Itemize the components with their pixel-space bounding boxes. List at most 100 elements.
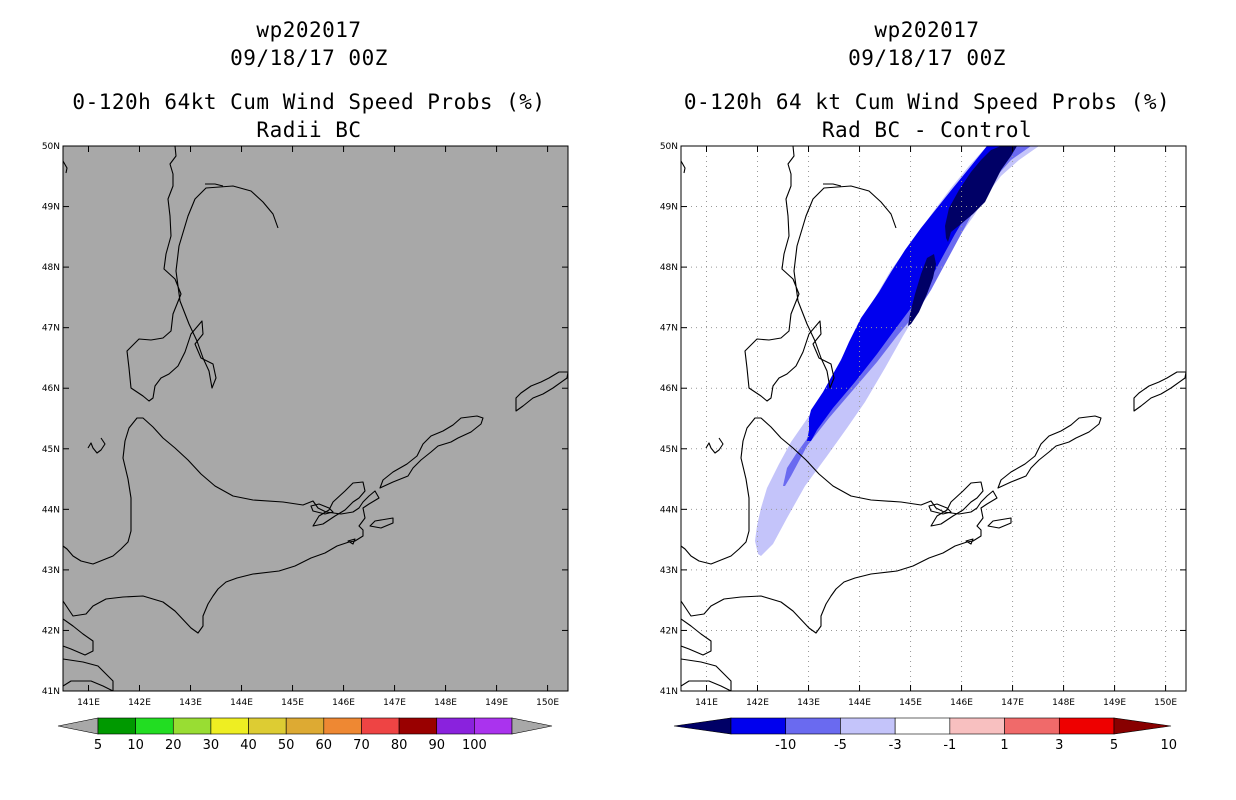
colorbar-label: -5 (834, 738, 847, 753)
lat-label: 48N (42, 263, 60, 273)
colorbar-segment (1058, 717, 1115, 735)
left-storm-id: wp202017 (256, 18, 362, 42)
coastline (744, 146, 897, 402)
lon-label: 146E (950, 698, 973, 708)
colorbar-segment (398, 717, 438, 735)
lat-label: 42N (660, 626, 678, 636)
coastline (965, 538, 974, 545)
lat-label: 46N (660, 384, 678, 394)
colorbar-label: -3 (889, 738, 902, 753)
lat-label: 42N (42, 626, 60, 636)
coastline (997, 415, 1102, 489)
colorbar-segment (135, 717, 174, 735)
colorbar-segment (285, 717, 325, 735)
lon-label: 149E (485, 698, 508, 708)
colorbar-label: 1 (1000, 738, 1008, 753)
colorbar-segment (730, 717, 787, 735)
lat-label: 45N (42, 445, 60, 455)
coastline (930, 481, 984, 527)
probability-difference-contour (908, 254, 936, 326)
right-map-layers (681, 146, 1186, 691)
lon-label: 149E (1103, 698, 1126, 708)
coastline (928, 503, 952, 515)
lon-label: 144E (848, 698, 871, 708)
lon-label: 145E (281, 698, 304, 708)
coastline (823, 183, 842, 187)
colorbar-label: 30 (203, 738, 220, 753)
lon-label: 142E (128, 698, 151, 708)
lat-label: 41N (42, 687, 60, 697)
lat-label: 50N (42, 142, 60, 152)
right-title: 0-120h 64 kt Cum Wind Speed Probs (%) (683, 90, 1171, 114)
right-map: 141E 142E 143E 144E 145E 146E 147E 148E 149E 150E… (660, 142, 1187, 753)
colorbar-label: 70 (353, 738, 370, 753)
colorbar-segment (361, 717, 400, 735)
colorbar-label: -1 (943, 738, 956, 753)
coastline (681, 160, 686, 174)
colorbar-label: 20 (165, 738, 182, 753)
colorbar-label: 40 (240, 738, 257, 753)
colorbar-right-arrow (1113, 717, 1172, 735)
lon-label: 143E (797, 698, 820, 708)
lat-label: 44N (42, 505, 60, 515)
colorbar-label: 100 (462, 738, 487, 753)
probability-difference-contour (807, 146, 1017, 441)
lon-label: 150E (1154, 698, 1177, 708)
colorbar-left-arrow (57, 717, 99, 735)
coastline (681, 618, 712, 656)
colorbar-label: 50 (278, 738, 295, 753)
lat-label: 43N (42, 566, 60, 576)
lon-label: 146E (332, 698, 355, 708)
colorbar-label: 5 (94, 738, 102, 753)
coastline (312, 481, 366, 527)
probability-difference-contour (945, 146, 1017, 242)
left-map-layers (63, 146, 568, 691)
lat-label: 41N (660, 687, 678, 697)
lat-label: 47N (42, 324, 60, 334)
coastline (379, 415, 484, 489)
lat-label: 44N (660, 505, 678, 515)
probability-difference-contour (783, 146, 1031, 486)
colorbar-segment (436, 717, 475, 735)
colorbar-segment (1004, 717, 1060, 735)
right-subtitle: Rad BC - Control (821, 118, 1033, 142)
coastline (63, 658, 114, 691)
coastline (681, 658, 732, 691)
left-map-frame (62, 145, 569, 692)
lon-label: 141E (77, 698, 100, 708)
colorbar-segment (172, 717, 212, 735)
coastline (205, 183, 224, 187)
lat-label: 46N (42, 384, 60, 394)
lon-label: 148E (1052, 698, 1075, 708)
colorbar-right-arrow (511, 717, 553, 735)
lon-label: 145E (899, 698, 922, 708)
coastline (63, 160, 68, 174)
colorbar-left-arrow (673, 717, 732, 735)
coastline (987, 517, 1012, 529)
coastline (126, 146, 279, 402)
left-subtitle: Radii BC (256, 118, 362, 142)
lat-label: 48N (660, 263, 678, 273)
coastline (347, 538, 356, 545)
colorbar-label: 3 (1055, 738, 1063, 753)
right-date: 09/18/17 00Z (848, 46, 1006, 70)
colorbar-label: 60 (316, 738, 333, 753)
lon-label: 142E (746, 698, 769, 708)
left-panel: wp202017 09/18/17 00Z 0-120h 64kt Cum Wi… (42, 18, 569, 753)
lon-label: 144E (230, 698, 253, 708)
colorbar-label: 90 (428, 738, 445, 753)
coastline (369, 517, 394, 529)
colorbar-segment (949, 717, 1005, 735)
lon-label: 147E (1001, 698, 1024, 708)
left-map-background (63, 146, 568, 691)
coastline (705, 437, 724, 454)
right-panel: wp202017 09/18/17 00Z 0-120h 64 kt Cum W… (618, 0, 1236, 800)
colorbar-label: 10 (1160, 738, 1177, 753)
coastline (515, 371, 568, 412)
right-map-frame (680, 145, 1187, 692)
coastline (310, 503, 334, 515)
left-map: 141E 142E 143E 144E 145E 146E 147E 148E 149E 150E… (42, 142, 569, 753)
left-date: 09/18/17 00Z (230, 46, 388, 70)
lat-label: 47N (660, 324, 678, 334)
colorbar-segment (323, 717, 362, 735)
